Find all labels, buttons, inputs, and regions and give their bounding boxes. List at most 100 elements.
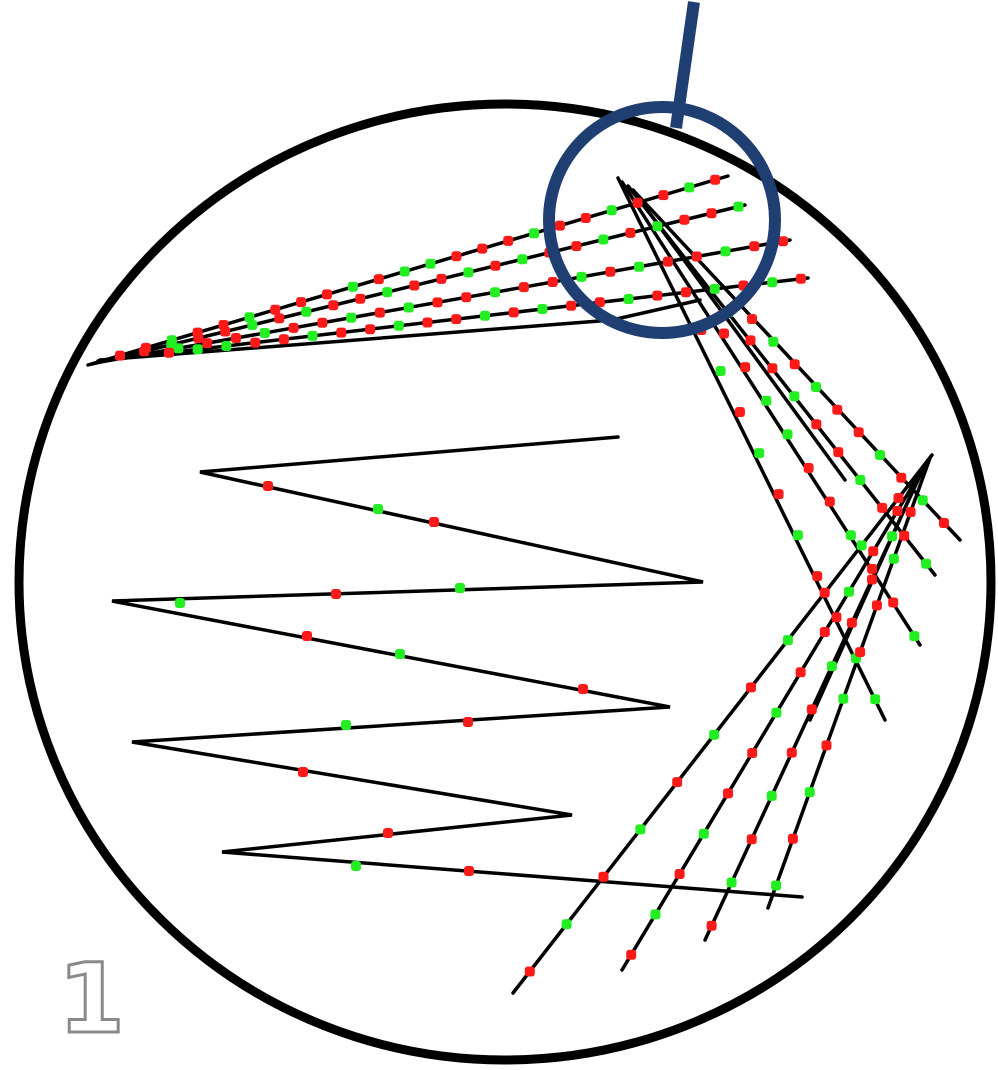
red-colony [374,307,385,318]
red-colony [270,304,281,315]
green-colony [463,267,474,278]
red-colony [296,297,307,308]
red-colony [877,502,888,513]
green-colony [767,277,778,288]
red-colony [202,338,213,349]
green-colony [175,598,185,608]
red-colony [422,317,433,328]
green-colony [855,475,866,485]
green-colony [844,586,854,597]
green-colony [623,294,634,304]
red-colony [749,241,760,252]
red-colony [652,290,663,301]
red-colony [706,208,717,219]
red-colony [605,266,616,277]
green-colony [766,790,777,801]
streak-line [511,453,934,995]
red-colony [747,748,758,758]
green-colony [771,880,782,891]
green-colony [561,919,572,930]
green-colony [921,558,932,569]
red-colony [409,280,420,291]
red-colony [789,359,800,370]
red-colony [899,530,910,541]
red-colony [373,274,384,285]
red-colony [461,292,472,303]
green-colony [635,824,646,835]
green-colony [395,649,405,659]
red-colony [871,600,882,611]
red-colony [681,287,691,298]
red-colony [833,447,844,458]
green-colony [537,304,548,314]
green-colony [726,877,737,888]
red-colony [821,740,832,751]
green-colony [887,531,897,542]
green-colony [917,495,928,506]
red-colony [778,236,788,247]
petri-dish-outline [14,99,996,1065]
green-colony [244,312,255,323]
red-colony [220,326,231,337]
red-colony [806,704,817,715]
green-colony [259,328,270,338]
red-colony [795,273,806,284]
red-colony [164,347,174,358]
red-colony [812,571,823,582]
red-colony [691,251,702,262]
green-colony [346,312,357,323]
red-colony [355,293,366,304]
red-colony [298,767,308,777]
green-colony [382,287,393,298]
red-colony [747,314,757,324]
green-colony [733,201,744,212]
green-colony [173,343,184,354]
green-colony [782,635,793,646]
green-colony [845,530,856,541]
green-colony [754,448,765,459]
red-colony [662,256,673,267]
colonies [115,174,949,977]
green-colony [529,228,540,239]
green-colony [650,909,661,920]
red-colony [451,251,462,262]
red-colony [846,617,857,628]
green-colony [870,694,881,705]
red-colony [719,328,729,339]
green-colony [684,182,695,193]
green-colony [709,729,720,740]
green-colony [455,583,465,593]
red-colony [288,322,299,333]
highlight-circle [543,101,781,339]
green-colony [247,320,258,330]
red-colony [578,684,588,694]
panel-number: 1 [58,943,125,1055]
green-colony [792,530,803,541]
red-colony [723,788,733,799]
red-colony [819,587,830,598]
red-colony [868,546,879,557]
red-colony [580,213,591,223]
red-colony [674,869,685,879]
red-colony [905,507,916,517]
green-colony [856,540,867,551]
red-colony [867,574,877,585]
red-colony [672,777,683,788]
streak-lines [86,174,962,995]
red-colony [746,682,756,693]
green-colony [875,450,885,460]
green-colony [301,306,312,317]
red-colony [626,949,637,960]
red-colony [745,335,756,346]
red-colony [302,631,312,641]
red-colony [706,920,717,931]
red-colony [566,300,577,311]
green-colony [789,391,800,402]
green-colony [490,287,501,298]
green-colony [576,271,587,282]
red-colony [451,314,462,325]
red-colony [432,297,443,308]
red-colony [547,277,558,287]
streak-line [638,198,847,482]
